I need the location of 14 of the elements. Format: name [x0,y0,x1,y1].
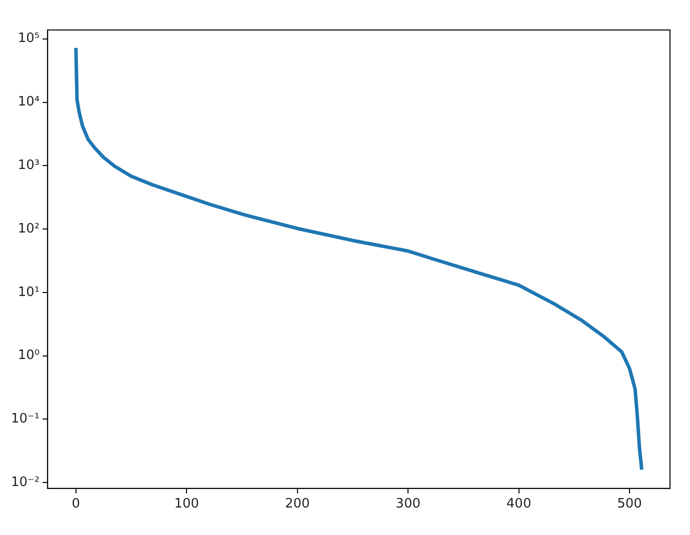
x-tick-label: 0 [72,496,80,512]
y-tick-label: 10³ [18,158,40,174]
y-tick-label: 10⁵ [18,31,40,46]
y-tick-label: 10² [18,221,40,236]
y-tick-label: 10⁻² [10,474,40,490]
y-tick-label: 10¹ [18,284,40,300]
x-tick-label: 500 [617,496,642,512]
y-tick-label: 10⁰ [18,348,40,364]
y-tick-label: 10⁴ [18,94,40,110]
x-tick-label: 100 [174,496,200,512]
x-tick-label: 200 [284,496,310,512]
y-tick-label: 10⁻¹ [10,412,40,427]
x-tick-label: 400 [506,496,532,512]
x-tick-label: 300 [396,496,420,512]
